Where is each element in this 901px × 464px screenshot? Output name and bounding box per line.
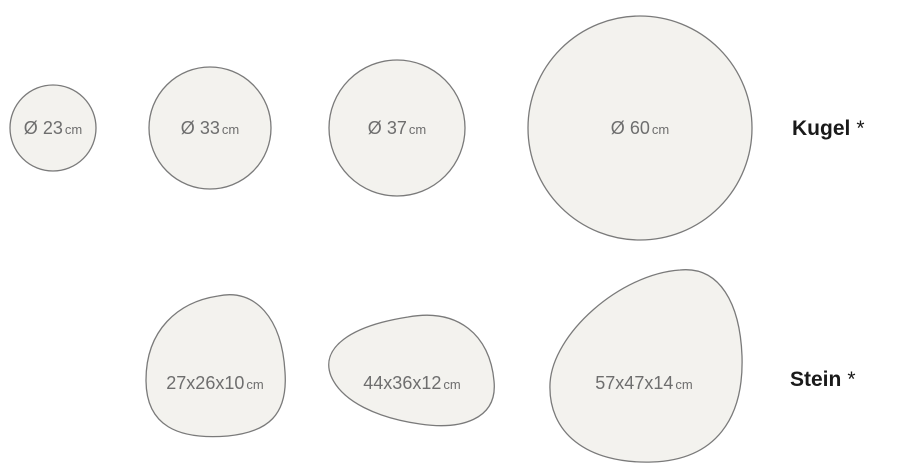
row-mark-kugel: *	[856, 117, 865, 140]
kugel-shape	[9, 84, 97, 172]
kugel-shape	[527, 15, 753, 241]
stein-size-label: 57x47x14 cm	[595, 373, 692, 393]
stein-size-label: 44x36x12 cm	[363, 373, 460, 393]
row-name-kugel: Kugel	[792, 117, 851, 140]
kugel-item-3: Ø 37 cm	[328, 59, 466, 197]
kugel-shape	[148, 66, 272, 190]
row-mark-stein: *	[847, 368, 856, 391]
kugel-item-2: Ø 33 cm	[148, 66, 272, 190]
kugel-item-1: Ø 23 cm	[9, 84, 97, 172]
stein-size-label: 27x26x10 cm	[166, 373, 263, 393]
stein-item-2: 44x36x12 cm	[328, 314, 495, 427]
stein-item-3: 57x47x14 cm	[549, 269, 743, 463]
kugel-item-4: Ø 60 cm	[527, 15, 753, 241]
stein-item-1: 27x26x10 cm	[145, 294, 286, 438]
stein-shape	[549, 269, 743, 463]
kugel-size-label: Ø 23 cm	[24, 118, 82, 138]
kugel-size-label: Ø 33 cm	[181, 118, 239, 138]
row-label-stein: Stein *	[790, 368, 856, 392]
stein-shape	[145, 294, 286, 438]
row-label-kugel: Kugel *	[792, 117, 865, 141]
row-name-stein: Stein	[790, 368, 842, 391]
kugel-size-label: Ø 60 cm	[611, 118, 669, 138]
stein-shape	[328, 314, 495, 427]
kugel-shape	[328, 59, 466, 197]
kugel-size-label: Ø 37 cm	[368, 118, 426, 138]
